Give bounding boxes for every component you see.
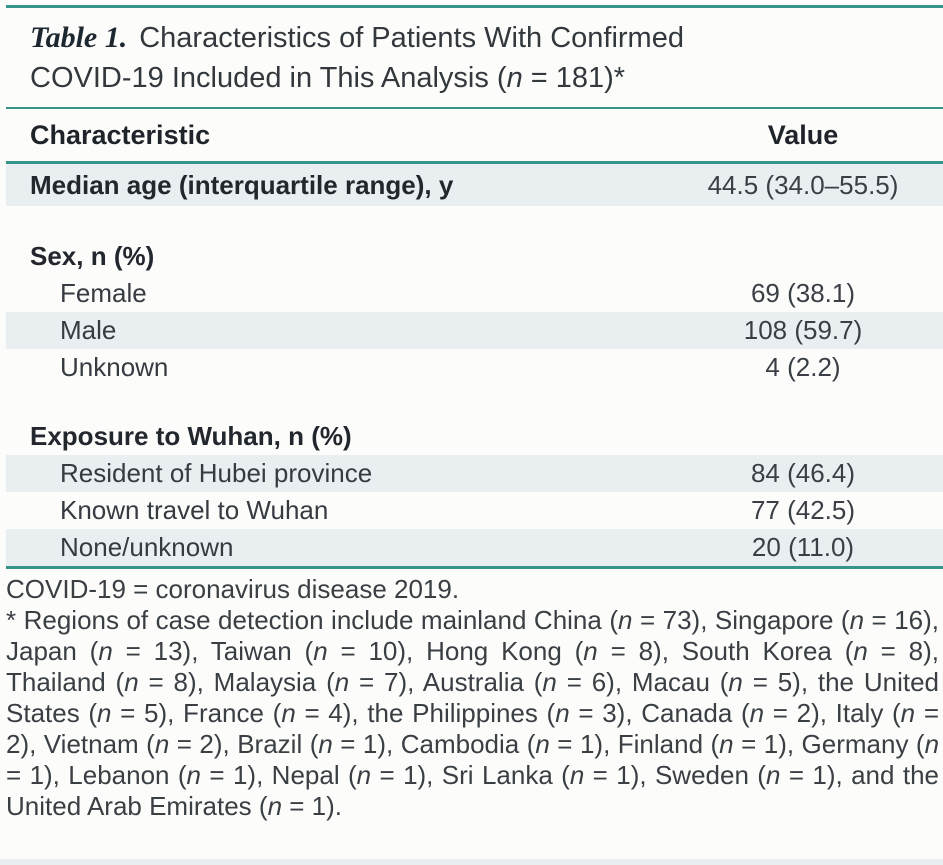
table-row: None/unknown 20 (11.0) [6,529,943,567]
column-header-value: Value [767,119,839,150]
header-top-rule [6,107,943,110]
table-title-text1: Characteristics of Patients With Confirm… [139,22,684,54]
row-value: 84 (46.4) [750,458,856,489]
row-value: 77 (42.5) [750,495,856,526]
table-row: Known travel to Wuhan 77 (42.5) [6,492,943,529]
row-value: 108 (59.7) [743,315,863,346]
spacer-row [0,386,943,418]
table-header-row: Characteristic Value [0,109,943,161]
table-title-line1: Table 1. Characteristics of Patients With… [30,17,925,58]
row-label: None/unknown [60,532,234,563]
journal-table-figure: Table 1. Characteristics of Patients With… [0,5,943,865]
table-title: Table 1. Characteristics of Patients With… [0,8,943,107]
table-body: Median age (interquartile range), y 44.5 … [0,164,943,567]
row-label: Median age (interquartile range), y [30,169,454,200]
regions-footnote: * Regions of case detection include main… [6,605,940,822]
row-label: Known travel to Wuhan [60,495,329,526]
row-value: 44.5 (34.0–55.5) [707,169,899,200]
row-value: 69 (38.1) [750,278,856,309]
row-label: Resident of Hubei province [60,458,373,489]
table-section-row: Sex, n (%) [6,238,943,275]
top-rule [6,5,943,8]
table-title-line2: COVID-19 Included in This Analysis (n = … [30,62,626,95]
table-row: Male 108 (59.7) [6,312,943,350]
row-label: Male [60,315,117,346]
row-label: Sex, n (%) [30,241,155,272]
table-row: Median age (interquartile range), y 44.5 … [6,164,943,207]
row-label: Unknown [60,352,169,383]
table-bottom-rule [6,566,943,570]
table-row: Female 69 (38.1) [6,275,943,312]
row-value: 4 (2.2) [765,352,841,383]
row-label: Female [60,278,147,309]
table-footnotes: COVID-19 = coronavirus disease 2019. * Re… [0,569,943,822]
table-row: Unknown 4 (2.2) [6,349,943,386]
table-section-row: Exposure to Wuhan, n (%) [6,418,943,455]
row-value: 20 (11.0) [751,532,855,563]
table-row: Resident of Hubei province 84 (46.4) [6,455,943,493]
abbreviation-footnote: COVID-19 = coronavirus disease 2019. [6,574,460,605]
header-bottom-rule [6,161,943,165]
column-header-characteristic: Characteristic [30,119,211,150]
table-number-label: Table 1. [30,21,128,54]
row-label: Exposure to Wuhan, n (%) [30,421,352,452]
spacer-row [0,206,943,238]
